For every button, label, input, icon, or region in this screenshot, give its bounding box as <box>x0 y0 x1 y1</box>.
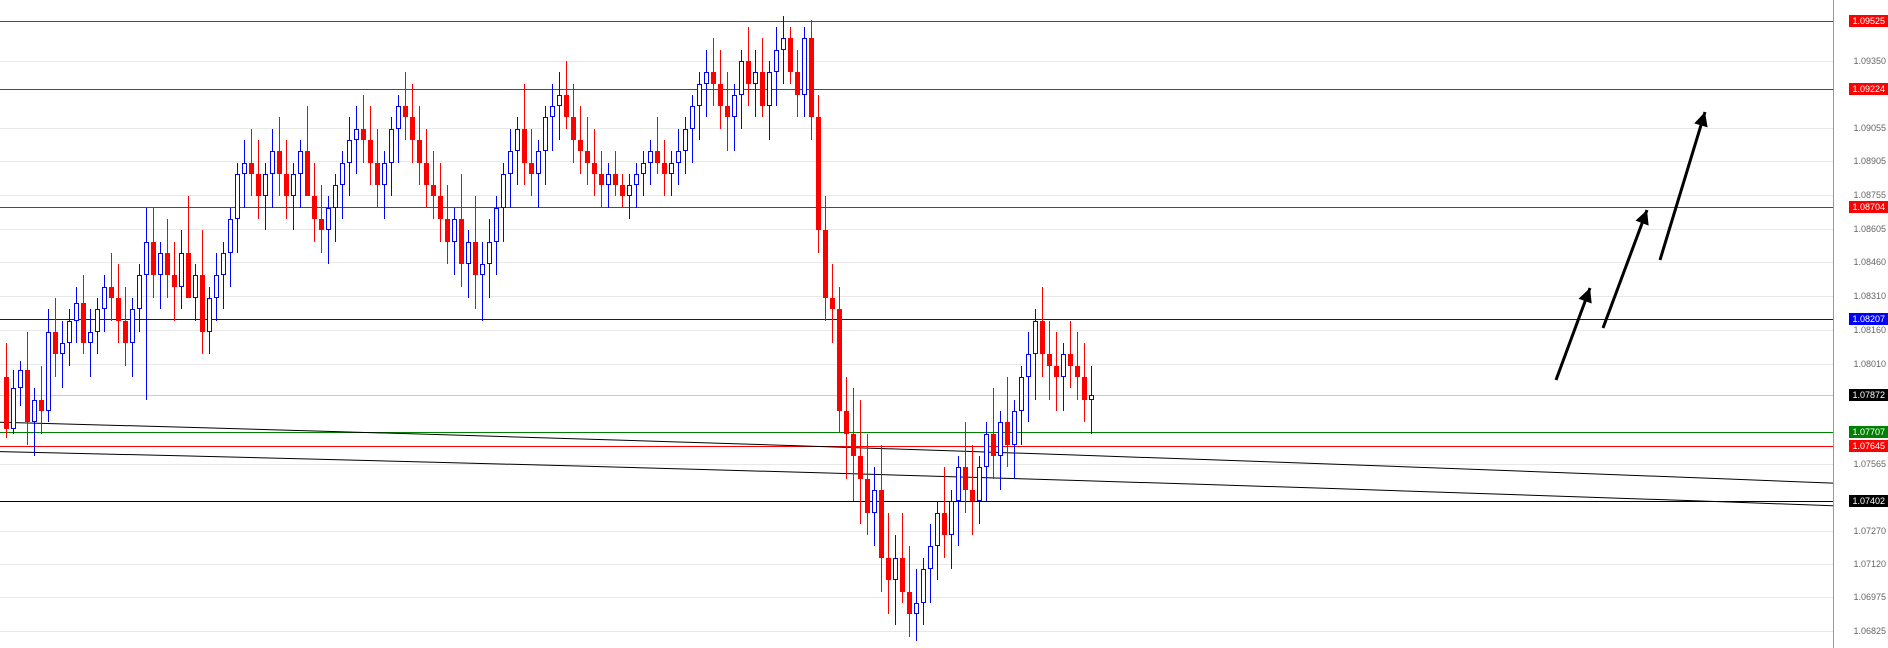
horizontal-line <box>0 395 1833 396</box>
y-tick: 1.07120 <box>1853 559 1886 569</box>
gridline <box>0 296 1833 297</box>
y-tick: 1.09350 <box>1853 56 1886 66</box>
y-tick: 1.07565 <box>1853 459 1886 469</box>
y-tick: 1.08010 <box>1853 359 1886 369</box>
y-tick: 1.06825 <box>1853 626 1886 636</box>
horizontal-line <box>0 446 1833 447</box>
y-tick: 1.08310 <box>1853 291 1886 301</box>
y-tick: 1.08755 <box>1853 190 1886 200</box>
y-tick: 1.07270 <box>1853 526 1886 536</box>
gridline <box>0 128 1833 129</box>
arrow-icon <box>1660 112 1708 260</box>
horizontal-line <box>0 207 1833 208</box>
price-label: 1.09525 <box>1849 15 1888 27</box>
gridline <box>0 262 1833 263</box>
price-label: 1.07645 <box>1849 440 1888 452</box>
gridline <box>0 229 1833 230</box>
price-label: 1.09224 <box>1849 83 1888 95</box>
y-axis: 1.09350 1.09055 1.08905 1.08755 1.08605 1.084… <box>1833 0 1888 648</box>
gridline <box>0 195 1833 196</box>
gridline <box>0 364 1833 365</box>
arrow-icon <box>1556 288 1592 380</box>
y-tick: 1.09055 <box>1853 123 1886 133</box>
horizontal-line <box>0 319 1833 320</box>
horizontal-line <box>0 501 1833 502</box>
gridline <box>0 330 1833 331</box>
arrow-icon <box>1603 210 1649 328</box>
price-label: 1.08207 <box>1849 313 1888 325</box>
gridline <box>0 464 1833 465</box>
gridline <box>0 61 1833 62</box>
gridline <box>0 564 1833 565</box>
gridline <box>0 531 1833 532</box>
horizontal-line <box>0 21 1833 22</box>
horizontal-line <box>0 89 1833 90</box>
price-label: 1.07872 <box>1849 389 1888 401</box>
ma-line <box>0 452 1833 506</box>
price-label: 1.08704 <box>1849 201 1888 213</box>
y-tick: 1.08160 <box>1853 325 1886 335</box>
y-tick: 1.08460 <box>1853 257 1886 267</box>
y-tick: 1.06975 <box>1853 592 1886 602</box>
y-tick: 1.08905 <box>1853 156 1886 166</box>
y-tick: 1.08605 <box>1853 224 1886 234</box>
price-label: 1.07707 <box>1849 426 1888 438</box>
chart-container: 1.09350 1.09055 1.08905 1.08755 1.08605 1.084… <box>0 0 1888 648</box>
horizontal-line <box>0 432 1833 433</box>
price-label: 1.07402 <box>1849 495 1888 507</box>
plot-area[interactable] <box>0 0 1833 648</box>
